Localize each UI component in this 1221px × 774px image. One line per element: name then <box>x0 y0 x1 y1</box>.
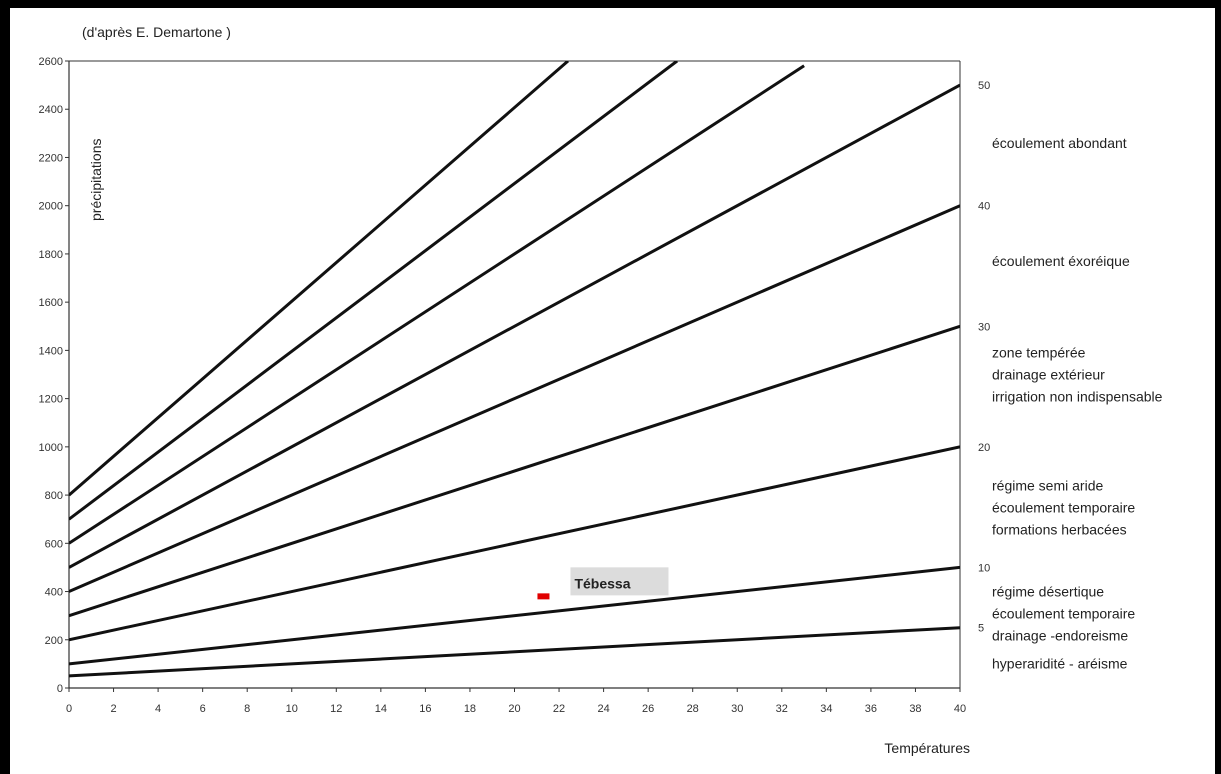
aridity-isoline-4 <box>69 204 960 593</box>
y-tick-label: 1600 <box>39 297 63 309</box>
tebessa-label: Tébessa <box>574 575 630 591</box>
x-tick-label: 28 <box>687 703 699 715</box>
aridity-isoline-8 <box>69 61 569 497</box>
zone-label: écoulement temporaire <box>992 605 1135 621</box>
y-tick-label: 200 <box>45 635 63 647</box>
x-tick-label: 2 <box>110 703 116 715</box>
zone-label: irrigation non indispensable <box>992 389 1163 405</box>
x-tick-label: 16 <box>419 703 431 715</box>
zone-label: régime désertique <box>992 583 1104 599</box>
x-tick-label: 36 <box>865 703 877 715</box>
tebessa-point <box>537 593 550 600</box>
y-axis-label: précipitations <box>88 139 104 222</box>
y-tick-label: 600 <box>45 538 63 550</box>
zone-label: drainage extérieur <box>992 367 1105 383</box>
x-tick-label: 34 <box>820 703 832 715</box>
y-tick-label: 1000 <box>39 442 63 454</box>
y-tick-label: 1400 <box>39 345 63 357</box>
chart-frame: (d'après E. Demartone ) 0 200 400 600 800 1000… <box>10 8 1215 774</box>
x-tick-label: 24 <box>597 703 609 715</box>
x-tick-label: 14 <box>375 703 387 715</box>
aridity-isoline-7 <box>69 61 679 521</box>
x-tick-label: 20 <box>508 703 520 715</box>
x-tick-label: 4 <box>155 703 161 715</box>
zone-label: régime semi aride <box>992 477 1103 493</box>
x-tick-label: 26 <box>642 703 654 715</box>
right-index-label: 10 <box>978 562 990 574</box>
right-index-label: 20 <box>978 442 990 454</box>
x-tick-label: 8 <box>244 703 250 715</box>
zone-label: zone tempérée <box>992 345 1086 361</box>
x-tick-label: 30 <box>731 703 743 715</box>
x-tick-label: 32 <box>776 703 788 715</box>
x-tick-label: 22 <box>553 703 565 715</box>
y-tick-label: 2000 <box>39 201 63 213</box>
y-tick-label: 1800 <box>39 249 63 261</box>
y-tick-label: 1200 <box>39 394 63 406</box>
aridity-isoline-0 <box>69 626 960 678</box>
zone-label: écoulement abondant <box>992 135 1127 151</box>
y-tick-label: 800 <box>45 490 63 502</box>
y-tick-label: 2200 <box>39 152 63 164</box>
x-tick-label: 10 <box>286 703 298 715</box>
zone-label: écoulement temporaire <box>992 499 1135 515</box>
x-tick-label: 18 <box>464 703 476 715</box>
aridity-isoline-5 <box>69 83 960 569</box>
aridity-isoline-3 <box>69 324 960 618</box>
y-tick-label: 2400 <box>39 104 63 116</box>
y-tick-label: 2600 <box>39 56 63 68</box>
x-tick-label: 0 <box>66 703 72 715</box>
x-axis-label: Températures <box>884 740 970 756</box>
x-tick-label: 40 <box>954 703 966 715</box>
right-index-label: 5 <box>978 623 984 635</box>
zone-label: écoulement éxoréique <box>992 253 1130 269</box>
x-tick-label: 38 <box>909 703 921 715</box>
y-tick-label: 400 <box>45 587 63 599</box>
demartonne-chart: (d'après E. Demartone )02004006008001000… <box>39 24 1163 756</box>
aridity-isoline-2 <box>69 445 960 642</box>
tebessa-label-bg <box>570 567 669 596</box>
x-tick-label: 6 <box>200 703 206 715</box>
aridity-isoline-1 <box>69 565 960 666</box>
x-tick-label: 12 <box>330 703 342 715</box>
right-index-label: 50 <box>978 80 990 92</box>
right-index-label: 40 <box>978 201 990 213</box>
right-index-label: 30 <box>978 321 990 333</box>
aridity-isoline-6 <box>69 64 805 545</box>
chart-title: (d'après E. Demartone ) <box>82 24 231 40</box>
y-tick-label: 0 <box>57 683 63 695</box>
zone-label: hyperaridité - aréisme <box>992 656 1128 672</box>
zone-label: drainage -endoreisme <box>992 627 1128 643</box>
zone-label: formations herbacées <box>992 521 1127 537</box>
